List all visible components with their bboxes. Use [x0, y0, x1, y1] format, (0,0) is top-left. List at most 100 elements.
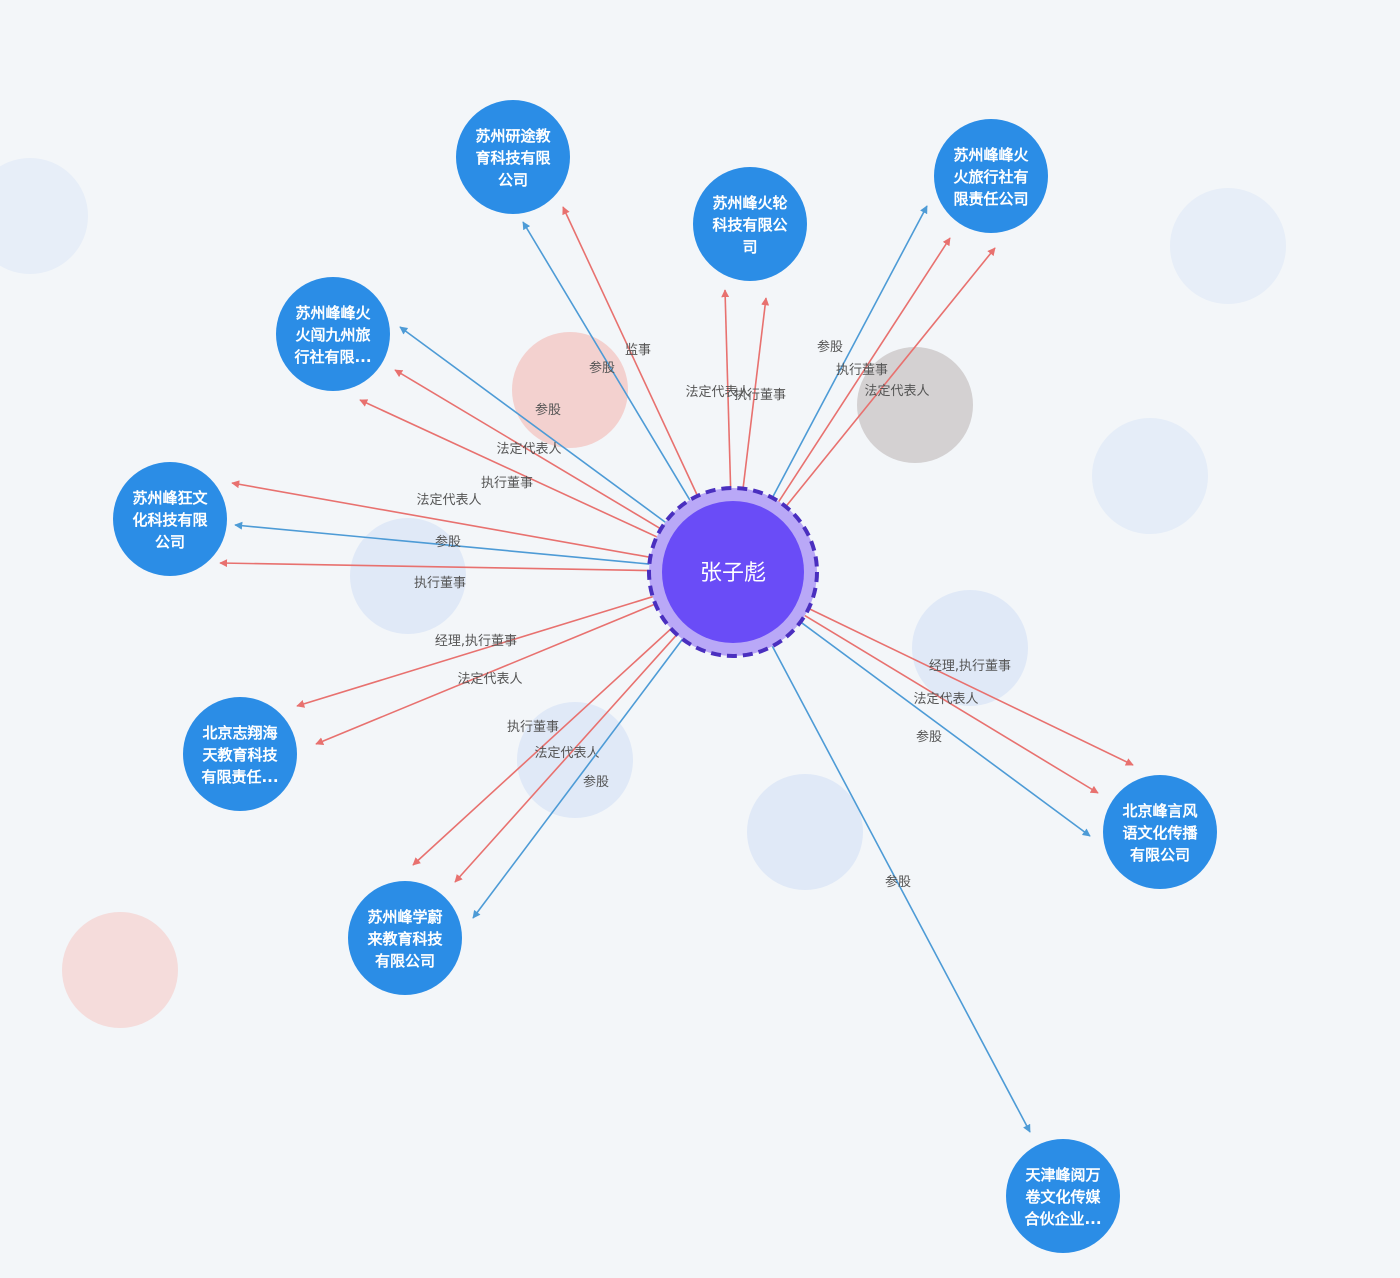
company-node[interactable]: 苏州峰峰火火闯九州旅行社有限...: [276, 277, 390, 391]
company-circle: [456, 100, 570, 214]
company-circle: [276, 277, 390, 391]
edge-label: 参股: [589, 360, 615, 376]
faded-node: [62, 912, 178, 1028]
edge-label: 执行董事: [836, 363, 888, 378]
edge-label: 法定代表人: [685, 385, 750, 400]
edge-label: 法定代表人: [864, 384, 929, 399]
edge-label: 参股: [583, 774, 609, 790]
company-name-line: 苏州峰峰火: [295, 304, 371, 322]
company-name-line: 公司: [155, 533, 185, 551]
edge-line: [771, 645, 1031, 1133]
company-name-line: 北京峰言风: [1122, 802, 1197, 820]
edge-label: 参股: [916, 729, 942, 745]
company-name-line: 来教育科技: [366, 930, 443, 948]
edge-role[interactable]: 法定代表人: [804, 614, 1099, 794]
company-name-line: 公司: [498, 171, 528, 189]
edge-label: 参股: [535, 402, 561, 418]
edge-label: 执行董事: [414, 576, 466, 591]
edge-role[interactable]: 执行董事: [359, 399, 658, 538]
company-circle: [348, 881, 462, 995]
company-name-line: 合伙企业...: [1023, 1210, 1101, 1228]
edge-label: 法定代表人: [534, 746, 599, 761]
edge-role[interactable]: 执行董事: [412, 628, 672, 866]
edge-share[interactable]: 参股: [472, 638, 684, 919]
edge-role[interactable]: 监事: [562, 206, 699, 497]
company-name-line: 有限公司: [1130, 846, 1190, 864]
company-name-line: 北京志翔海: [202, 724, 277, 742]
edge-share[interactable]: 参股: [771, 645, 1031, 1133]
edge-label: 执行董事: [507, 720, 559, 735]
company-name-line: 行社有限...: [293, 348, 371, 366]
edge-share[interactable]: 参股: [800, 621, 1091, 837]
company-name-line: 科技有限公: [712, 216, 787, 234]
company-nodes: 苏州研途教育科技有限公司苏州峰火轮科技有限公司苏州峰峰火火旅行社有限责任公司苏州…: [113, 100, 1217, 1253]
edge-label: 经理,执行董事: [929, 659, 1011, 674]
edge-label: 执行董事: [481, 476, 533, 491]
edge-label: 执行董事: [734, 388, 786, 403]
faded-node: [517, 702, 633, 818]
edge-role[interactable]: 法定代表人: [785, 247, 996, 508]
company-name-line: 语文化传播: [1122, 824, 1198, 842]
company-name-line: 苏州峰峰火: [953, 146, 1029, 164]
center-person-name: 张子彪: [700, 561, 766, 586]
edge-share[interactable]: 参股: [522, 221, 691, 501]
company-name-line: 苏州峰学蔚: [367, 908, 442, 926]
edge-line: [359, 399, 658, 538]
edge-line: [296, 595, 653, 708]
edge-line: [721, 289, 732, 489]
edge-line: [231, 480, 651, 559]
faded-node: [857, 347, 973, 463]
edge-role[interactable]: 法定代表人: [231, 480, 651, 559]
faded-node: [0, 158, 88, 274]
edge-line: [219, 559, 650, 572]
company-node[interactable]: 天津峰阅万卷文化传媒合伙企业...: [1006, 1139, 1120, 1253]
edge-share[interactable]: 参股: [399, 326, 666, 523]
edge-label: 法定代表人: [913, 692, 978, 707]
company-name-line: 苏州峰火轮: [712, 194, 787, 212]
edge-label: 法定代表人: [496, 442, 561, 457]
edge-line: [315, 603, 656, 745]
company-name-line: 有限责任...: [201, 768, 278, 786]
edge-role[interactable]: 法定代表人: [454, 634, 678, 883]
edge-line: [234, 521, 650, 565]
edge-role[interactable]: 法定代表人: [685, 289, 751, 489]
faded-background-nodes: [0, 158, 1286, 1028]
edge-line: [472, 638, 684, 919]
edge-line: [412, 628, 672, 866]
edge-share[interactable]: 参股: [771, 205, 928, 499]
edge-role[interactable]: 经理,执行董事: [808, 607, 1134, 766]
edge-share[interactable]: 参股: [234, 521, 650, 565]
faded-node: [1170, 188, 1286, 304]
edge-line: [454, 634, 678, 883]
company-name-line: 苏州研途教: [475, 127, 551, 145]
edge-line: [785, 247, 996, 508]
center-circle: [662, 501, 804, 643]
edge-label: 经理,执行董事: [435, 634, 517, 649]
edge-role[interactable]: 法定代表人: [315, 603, 656, 745]
company-name-line: 限责任公司: [953, 190, 1028, 208]
edge-line: [399, 326, 666, 523]
edge-label: 参股: [885, 874, 911, 890]
company-name-line: 苏州峰狂文: [132, 489, 208, 507]
edge-role[interactable]: 法定代表人: [394, 369, 662, 530]
company-name-line: 育科技有限: [475, 149, 550, 167]
edge-role[interactable]: 执行董事: [219, 559, 650, 591]
edge-line: [562, 206, 699, 497]
company-name-line: 化科技有限: [132, 511, 207, 529]
faded-node: [350, 518, 466, 634]
edge-role[interactable]: 执行董事: [734, 297, 786, 489]
edge-role[interactable]: 经理,执行董事: [296, 595, 653, 708]
edge-role[interactable]: 执行董事: [778, 237, 951, 502]
edge-line: [778, 237, 951, 502]
company-node[interactable]: 北京志翔海天教育科技有限责任...: [183, 697, 297, 811]
edge-label: 参股: [435, 534, 461, 550]
center-person-node[interactable]: 张子彪: [647, 486, 819, 658]
company-circle: [1006, 1139, 1120, 1253]
